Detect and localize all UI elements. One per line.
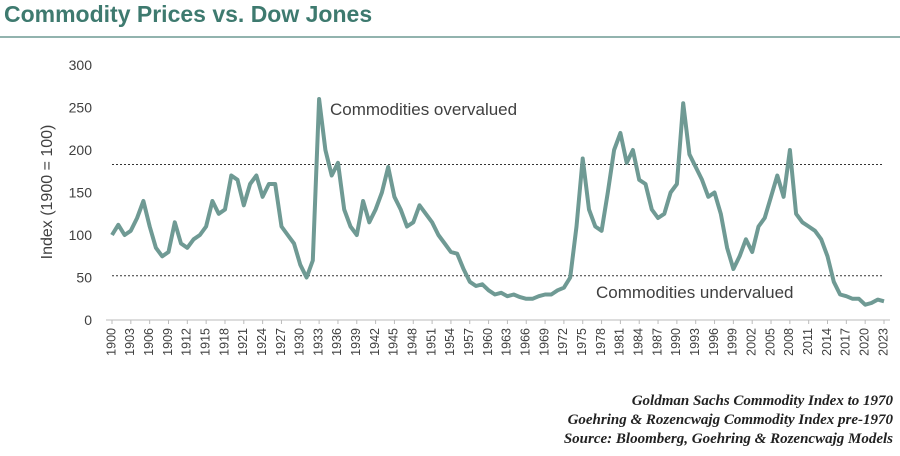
x-tick-label: 1978 (594, 328, 608, 356)
x-tick-label: 2023 (876, 328, 890, 356)
x-tick-label: 1975 (575, 328, 589, 356)
x-tick-label: 1912 (180, 328, 194, 356)
annotation: Commodities undervalued (596, 283, 794, 302)
annotation: Commodities overvalued (330, 100, 517, 119)
y-axis-label: Index (1900 = 100) (39, 125, 56, 260)
x-tick-label: 1984 (632, 328, 646, 356)
x-tick-label: 1999 (726, 328, 740, 356)
y-tick-label: 250 (69, 100, 93, 116)
x-tick-label: 1960 (481, 328, 495, 356)
x-tick-label: 2014 (820, 328, 834, 356)
x-tick-label: 1972 (556, 328, 570, 356)
x-tick-label: 1990 (669, 328, 683, 356)
x-tick-label: 1930 (293, 328, 307, 356)
x-tick-label: 1993 (688, 328, 702, 356)
x-tick-label: 1966 (519, 328, 533, 356)
x-tick-label: 1915 (198, 328, 212, 356)
x-tick-label: 1945 (387, 328, 401, 356)
x-tick-label: 1909 (161, 328, 175, 356)
x-tick-label: 2017 (839, 328, 853, 356)
x-tick-label: 1918 (217, 328, 231, 356)
x-tick-label: 1939 (349, 328, 363, 356)
x-tick-label: 1987 (650, 328, 664, 356)
x-tick-label: 1906 (142, 328, 156, 356)
y-tick-label: 0 (84, 312, 92, 328)
x-tick-label: 1969 (537, 328, 551, 356)
x-tick-label: 1903 (123, 328, 137, 356)
x-tick-label: 1924 (255, 328, 269, 356)
chart-title: Commodity Prices vs. Dow Jones (4, 1, 372, 27)
x-tick-label: 1954 (443, 328, 457, 356)
y-tick-label: 200 (69, 142, 93, 158)
x-tick-label: 2008 (782, 328, 796, 356)
x-tick-label: 1951 (424, 328, 438, 356)
x-tick-label: 1936 (330, 328, 344, 356)
y-tick-label: 150 (69, 185, 93, 201)
x-tick-label: 1921 (236, 328, 250, 356)
x-tick-label: 1996 (707, 328, 721, 356)
source-note: Goldman Sachs Commodity Index to 1970 (632, 393, 894, 409)
x-tick-label: 2002 (744, 328, 758, 356)
x-tick-label: 1942 (368, 328, 382, 356)
y-tick-label: 50 (76, 270, 92, 286)
x-tick-label: 2020 (857, 328, 871, 356)
x-tick-label: 2005 (763, 328, 777, 356)
data-line (110, 97, 885, 307)
x-tick-label: 1981 (613, 328, 627, 356)
x-tick-label: 1948 (406, 328, 420, 356)
x-tick-label: 1933 (311, 328, 325, 356)
x-tick-label: 1957 (462, 328, 476, 356)
y-tick-label: 100 (69, 227, 93, 243)
x-tick-label: 1927 (274, 328, 288, 356)
source-note: Goehring & Rozencwajg Commodity Index pr… (568, 412, 894, 428)
source-note: Source: Bloomberg, Goehring & Rozencwajg… (564, 431, 893, 447)
x-tick-label: 2011 (801, 328, 815, 355)
y-tick-label: 300 (69, 57, 93, 73)
x-tick-label: 1900 (104, 328, 118, 356)
x-tick-label: 1963 (500, 328, 514, 356)
